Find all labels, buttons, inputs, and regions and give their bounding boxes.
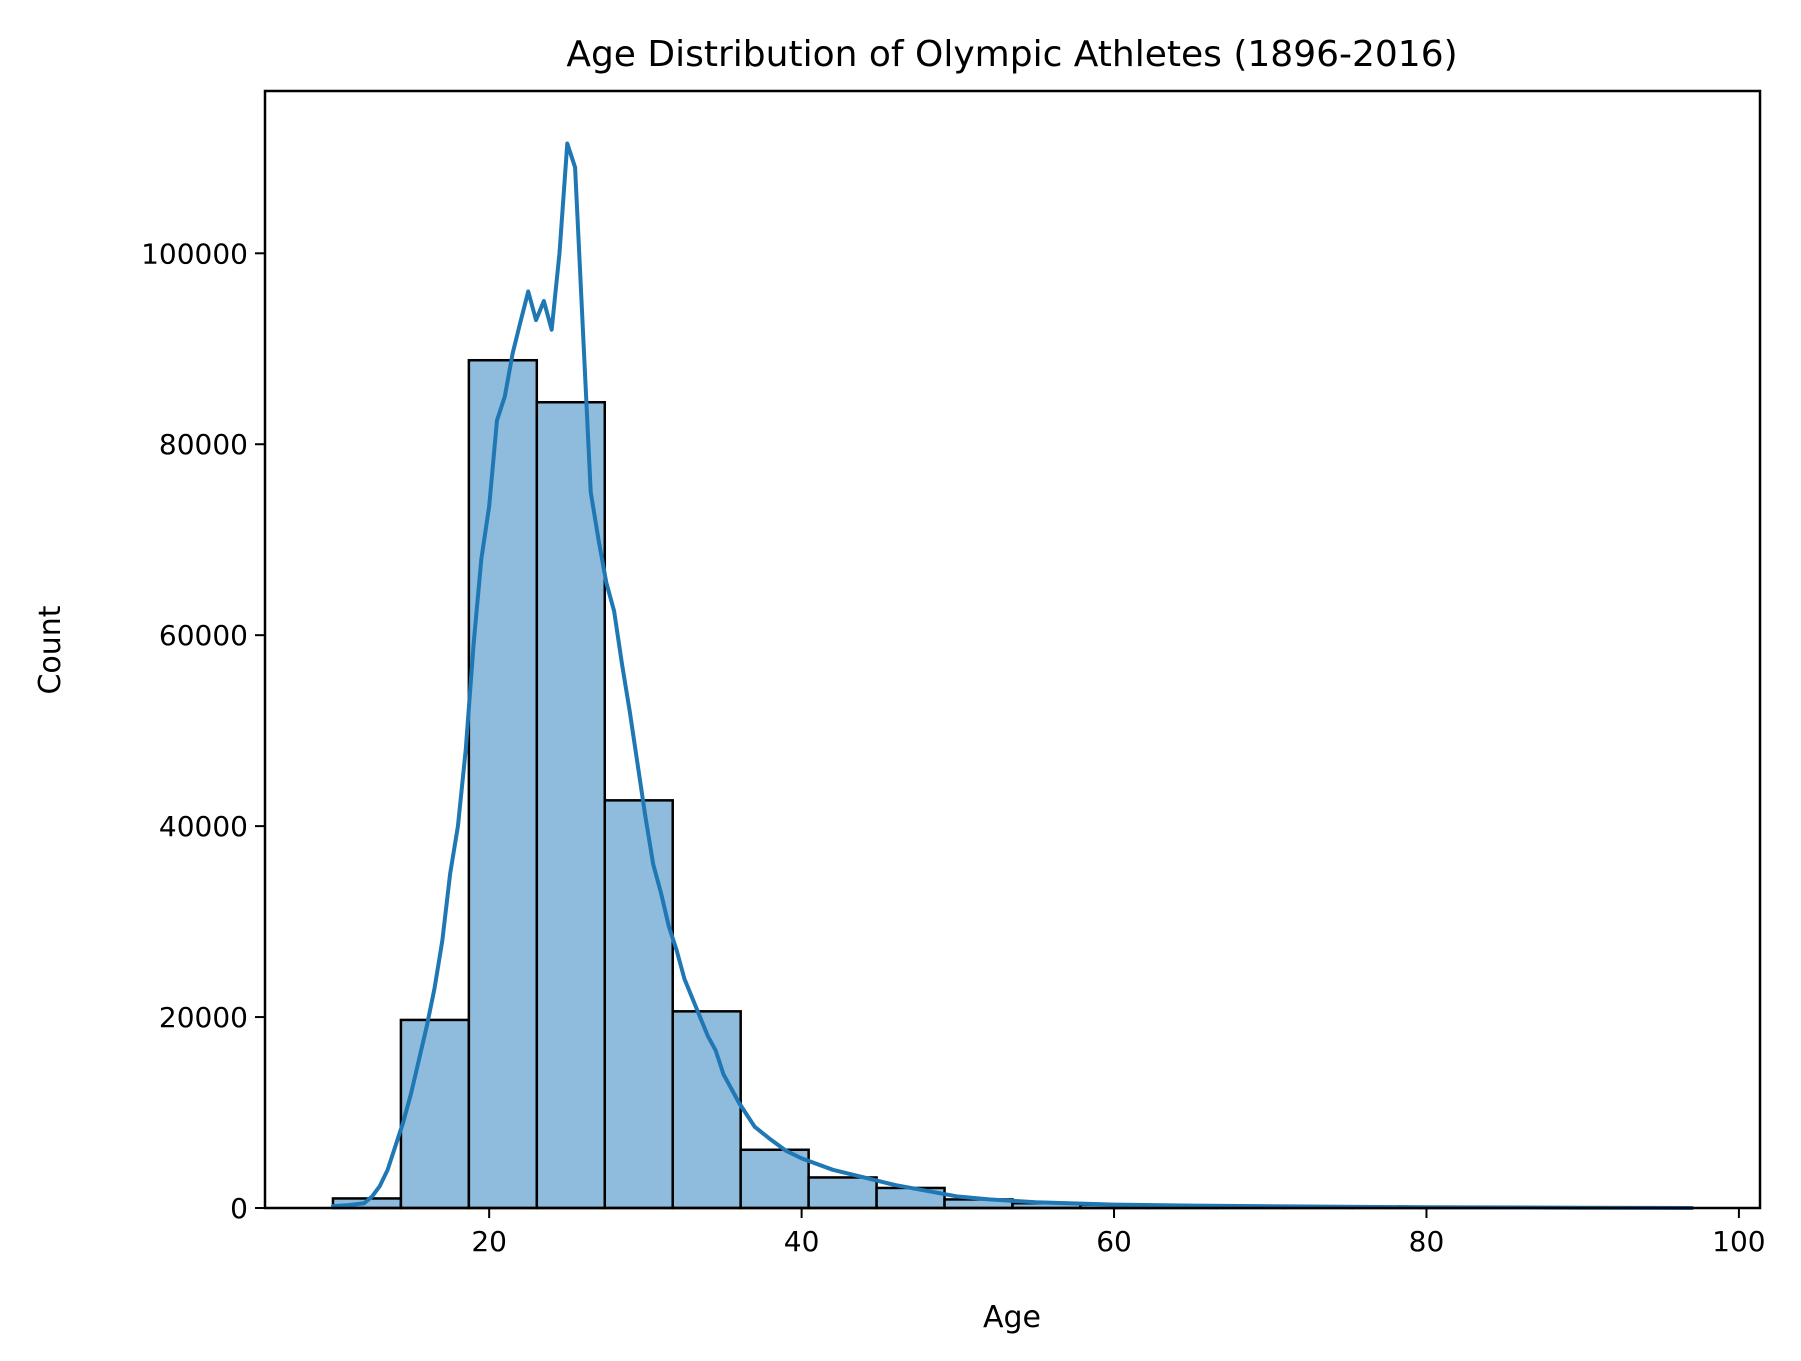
y-tick-label: 20000 [159,1001,248,1034]
y-tick-label: 100000 [141,237,248,270]
y-tick-label: 80000 [159,428,248,461]
kde-curve [330,141,1695,1210]
y-axis-ticks: 0 20000 40000 60000 80000 100000 [141,237,265,1225]
x-axis-label: Age [983,1300,1041,1335]
chart-title: Age Distribution of Olympic Athletes (18… [566,34,1457,75]
x-tick-label: 40 [784,1225,820,1258]
histogram-bar [671,1010,742,1210]
y-tick-label: 0 [230,1192,248,1225]
y-tick-label: 60000 [159,619,248,652]
histogram-bar [807,1176,878,1210]
x-tick-label: 80 [1409,1225,1445,1258]
x-tick-label: 20 [471,1225,507,1258]
plot-frame [263,89,1762,1210]
histogram-bar [603,799,674,1210]
x-tick-label: 100 [1712,1225,1765,1258]
x-tick-label: 60 [1096,1225,1132,1258]
x-axis-ticks: 20 40 60 80 100 [471,1208,1766,1258]
histogram-bar [739,1148,810,1210]
y-axis-label: Count [33,605,68,694]
histogram-bar [467,358,539,1210]
histogram-bars [331,358,1694,1210]
histogram-bar [399,1018,471,1210]
y-tick-label: 40000 [159,810,248,843]
